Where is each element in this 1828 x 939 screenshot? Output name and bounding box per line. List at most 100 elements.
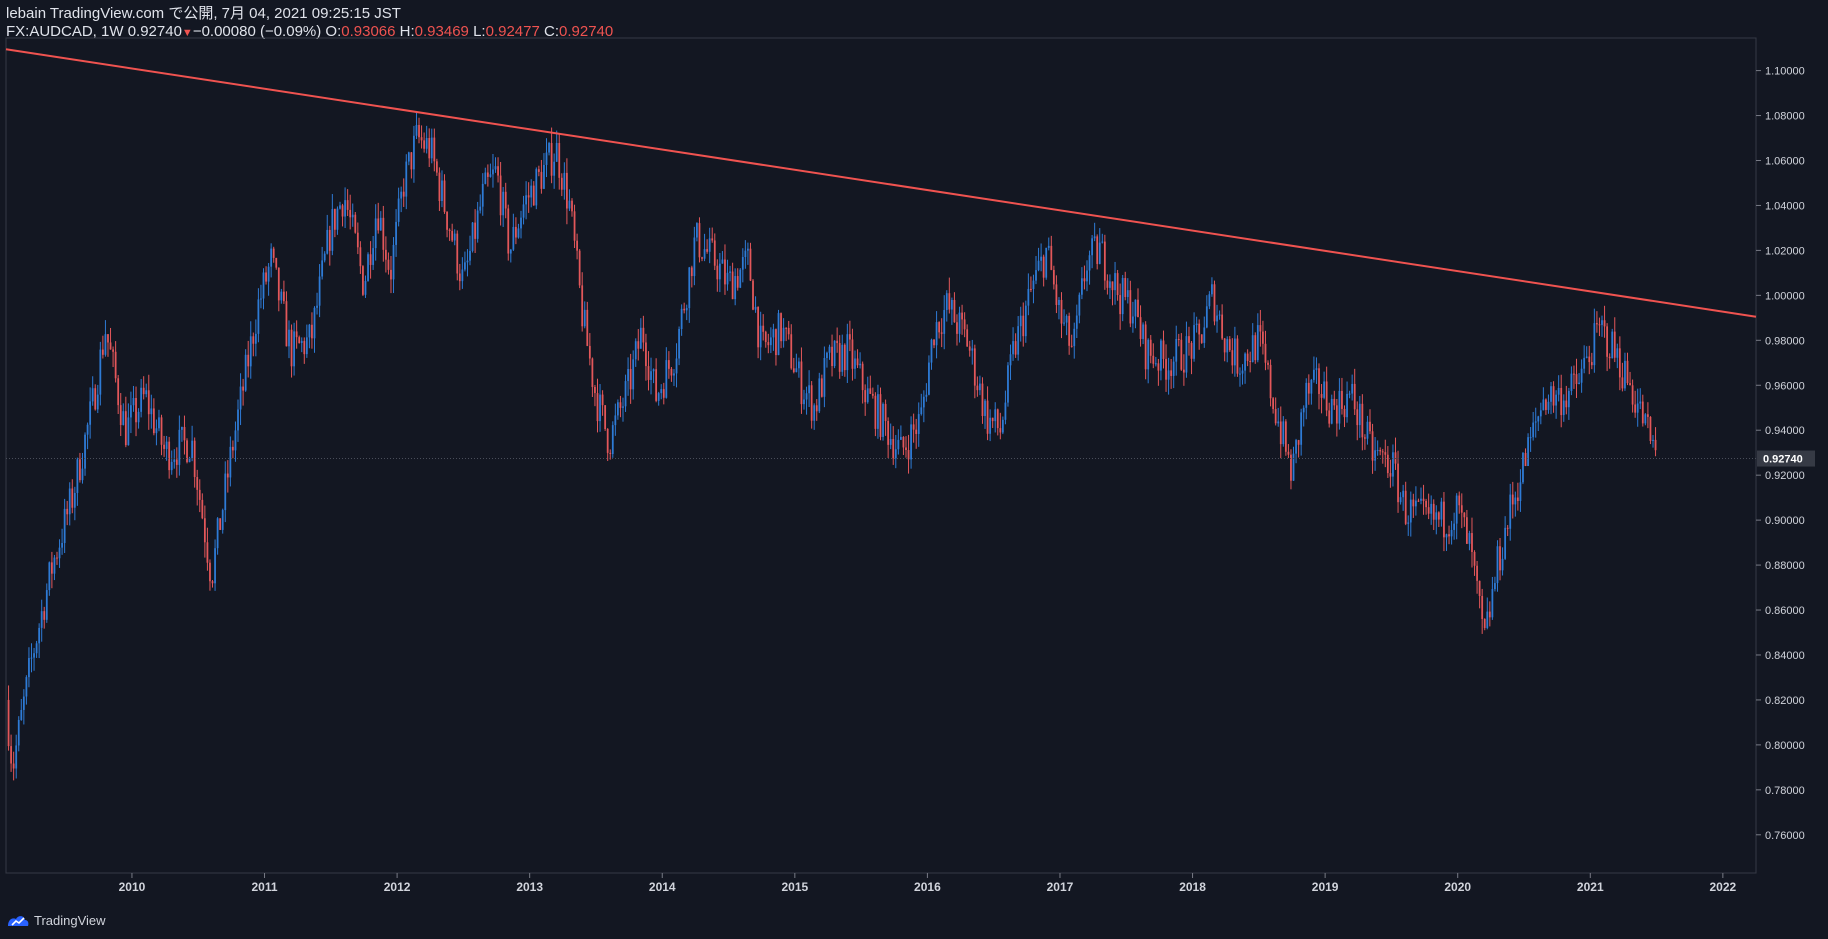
candle-down [285, 301, 288, 347]
candle-up [441, 180, 443, 202]
y-tick-label: 1.06000 [1765, 155, 1805, 167]
candle-up [374, 218, 377, 249]
candle-up [484, 172, 487, 184]
candle-down [499, 175, 502, 216]
candle-down [1379, 450, 1382, 452]
candle-down [1458, 495, 1461, 506]
candle-up [741, 257, 744, 270]
candle-up [828, 346, 831, 353]
candle-down [1259, 325, 1262, 332]
candle-down [1231, 350, 1234, 366]
candle-up [509, 249, 512, 254]
candle-down [698, 223, 701, 258]
candle-down [1149, 339, 1152, 356]
candle-up [889, 439, 892, 445]
candle-down [1162, 340, 1165, 359]
candle-down [486, 172, 489, 177]
candle-down [71, 488, 74, 508]
candle-down [670, 368, 673, 376]
candle-down [356, 232, 359, 248]
candle-down [206, 542, 209, 563]
candle-down [163, 444, 165, 449]
candle-up [308, 324, 311, 338]
candle-up [958, 312, 961, 334]
candle-up [680, 308, 683, 329]
candle-down [879, 394, 882, 437]
candle-down [1264, 343, 1267, 363]
candle-up [1624, 360, 1626, 389]
candle-up [122, 411, 125, 425]
candle-up [1098, 242, 1101, 264]
candle-down [1618, 348, 1621, 378]
candle-up [1277, 421, 1280, 424]
last-price-badge [1757, 450, 1815, 467]
candle-down [1552, 386, 1555, 406]
candle-up [234, 430, 237, 451]
candle-down [527, 195, 530, 198]
trendline-layer[interactable] [5, 48, 1757, 318]
candle-down [451, 230, 454, 241]
candle-up [466, 260, 469, 263]
price-axis[interactable]: 0.76000 0.78000 0.80000 0.82000 0.84000 0.860… [1756, 66, 1815, 842]
tradingview-brand[interactable]: TradingView [6, 911, 106, 929]
candle-down [1499, 546, 1501, 571]
candle-up [25, 677, 28, 697]
candle-down [1437, 512, 1440, 520]
candle-down [1460, 505, 1463, 513]
candle-down [981, 383, 984, 417]
candle-down [1381, 451, 1384, 453]
candle-up [1420, 498, 1422, 501]
candle-up [1282, 421, 1285, 445]
x-tick-label: 2016 [914, 880, 941, 894]
candle-down [594, 386, 596, 394]
candle-down [341, 205, 344, 217]
candle-up [696, 223, 698, 238]
x-tick-label: 2020 [1444, 880, 1471, 894]
candle-up [1315, 368, 1318, 370]
candle-up [665, 360, 668, 398]
candle-up [464, 262, 466, 270]
candle-down [948, 293, 951, 310]
candle-down [1471, 533, 1473, 552]
candle-up [316, 305, 318, 308]
candle-down [647, 366, 650, 380]
candle-down [1565, 400, 1568, 408]
candle-down [1443, 501, 1445, 538]
candle-up [1154, 363, 1157, 365]
candle-up [28, 658, 30, 678]
candle-up [89, 401, 92, 425]
candle-up [1167, 370, 1170, 380]
time-axis[interactable]: 2010 2011 2012 2013 2014 2015 2016 2017 2018 2019… [119, 873, 1737, 894]
candle-up [1081, 278, 1083, 295]
candle-up [910, 424, 912, 460]
high-value: 0.93469 [414, 23, 469, 40]
candle-down [1274, 408, 1277, 424]
candle-down [1200, 334, 1203, 343]
candle-down [856, 358, 859, 366]
y-tick-label: 0.80000 [1765, 740, 1805, 752]
candle-down [1249, 360, 1252, 362]
candle-up [1522, 452, 1524, 483]
candle-up [1601, 320, 1603, 325]
candle-down [1333, 398, 1336, 406]
symbol-label[interactable]: FX:AUDCAD, 1W [6, 23, 124, 40]
candle-down [377, 218, 380, 231]
candle-down [1483, 619, 1486, 628]
candle-up [1045, 247, 1048, 278]
candle-down [713, 240, 716, 266]
down-arrow-icon: ▼ [181, 27, 193, 39]
candle-down [537, 169, 540, 172]
candle-up [950, 299, 953, 310]
candle-up [917, 414, 920, 434]
candle-down [1371, 431, 1374, 461]
candle-down [1042, 256, 1045, 278]
y-tick-label: 1.02000 [1765, 245, 1805, 257]
candle-up [754, 306, 757, 310]
candle-down [152, 408, 155, 434]
candle-down [247, 354, 250, 367]
candle-up [20, 709, 23, 720]
candle-down [298, 337, 301, 343]
candle-up [1532, 422, 1535, 438]
candle-down [333, 209, 336, 230]
